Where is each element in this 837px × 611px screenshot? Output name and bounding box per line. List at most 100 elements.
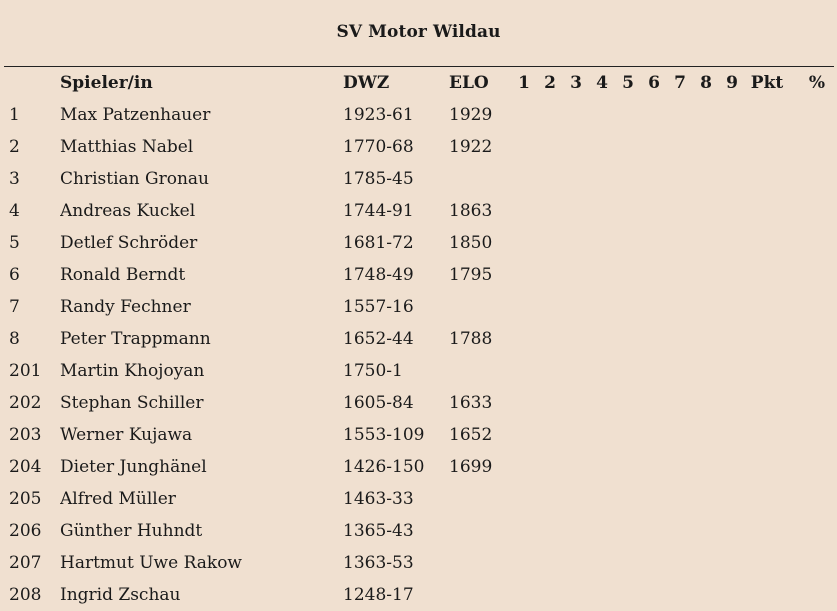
- player-number: 3: [9, 169, 20, 189]
- round-9-result: [719, 323, 745, 355]
- player-name: Alfred Müller: [60, 489, 176, 509]
- player-name: Randy Fechner: [60, 297, 191, 317]
- player-elo: 1929: [449, 105, 493, 125]
- round-2-result: [537, 355, 563, 387]
- round-7-result: [667, 163, 693, 195]
- player-elo: 1652: [449, 425, 493, 445]
- round-8-result: [693, 227, 719, 259]
- round-3-result: [563, 579, 589, 611]
- round-4-result: [589, 483, 615, 515]
- player-elo: [449, 163, 511, 195]
- round-7-result: [667, 291, 693, 323]
- player-number: 8: [9, 329, 20, 349]
- round-1-result: [511, 163, 537, 195]
- player-dwz: 1770-68: [343, 137, 414, 157]
- round-9-result: [719, 387, 745, 419]
- table-row: 5 Detlef Schröder 1681-72 1850: [0, 227, 837, 259]
- round-7-result: [667, 515, 693, 547]
- header-points: Pkt: [750, 73, 784, 93]
- round-2-result: [537, 323, 563, 355]
- header-round-3: 3: [570, 73, 582, 93]
- table-row: 8 Peter Trappmann 1652-44 1788: [0, 323, 837, 355]
- round-6-result: [641, 227, 667, 259]
- player-points: [745, 419, 789, 451]
- round-4-result: [589, 419, 615, 451]
- round-5-result: [615, 291, 641, 323]
- round-5-result: [615, 515, 641, 547]
- header-nr: [0, 67, 60, 99]
- table-header-row: Spieler/in DWZ ELO 1 2 3 4 5 6 7 8 9 Pkt…: [0, 67, 837, 99]
- player-points: [745, 355, 789, 387]
- round-6-result: [641, 163, 667, 195]
- player-elo: 1633: [449, 393, 493, 413]
- round-8-result: [693, 483, 719, 515]
- header-round-5: 5: [622, 73, 634, 93]
- player-number: 205: [9, 489, 42, 509]
- round-2-result: [537, 387, 563, 419]
- player-number: 203: [9, 425, 42, 445]
- table-row: 2 Matthias Nabel 1770-68 1922: [0, 131, 837, 163]
- player-dwz: 1605-84: [343, 393, 414, 413]
- player-number: 206: [9, 521, 42, 541]
- round-9-result: [719, 515, 745, 547]
- round-6-result: [641, 99, 667, 131]
- header-round-7: 7: [674, 73, 686, 93]
- round-7-result: [667, 323, 693, 355]
- round-4-result: [589, 515, 615, 547]
- player-name: Ingrid Zschau: [60, 585, 181, 605]
- player-name: Andreas Kuckel: [60, 201, 196, 221]
- player-name: Max Patzenhauer: [60, 105, 211, 125]
- player-percent: [789, 99, 837, 131]
- round-4-result: [589, 387, 615, 419]
- round-8-result: [693, 323, 719, 355]
- round-8-result: [693, 515, 719, 547]
- round-4-result: [589, 291, 615, 323]
- round-7-result: [667, 387, 693, 419]
- round-4-result: [589, 451, 615, 483]
- round-5-result: [615, 419, 641, 451]
- player-number: 201: [9, 361, 42, 381]
- player-percent: [789, 515, 837, 547]
- player-number: 4: [9, 201, 20, 221]
- round-2-result: [537, 419, 563, 451]
- round-3-result: [563, 195, 589, 227]
- round-6-result: [641, 515, 667, 547]
- player-dwz: 1750-1: [343, 361, 403, 381]
- round-4-result: [589, 131, 615, 163]
- round-1-result: [511, 387, 537, 419]
- player-percent: [789, 323, 837, 355]
- round-5-result: [615, 355, 641, 387]
- header-round-4: 4: [596, 73, 608, 93]
- round-1-result: [511, 355, 537, 387]
- round-2-result: [537, 195, 563, 227]
- round-9-result: [719, 579, 745, 611]
- round-3-result: [563, 291, 589, 323]
- round-6-result: [641, 291, 667, 323]
- round-1-result: [511, 515, 537, 547]
- round-5-result: [615, 547, 641, 579]
- round-4-result: [589, 323, 615, 355]
- table-row: 203 Werner Kujawa 1553-109 1652: [0, 419, 837, 451]
- player-elo: [449, 515, 511, 547]
- round-5-result: [615, 131, 641, 163]
- round-3-result: [563, 451, 589, 483]
- round-5-result: [615, 195, 641, 227]
- header-round-1: 1: [518, 73, 530, 93]
- table-row: 1 Max Patzenhauer 1923-61 1929: [0, 99, 837, 131]
- round-9-result: [719, 419, 745, 451]
- round-9-result: [719, 259, 745, 291]
- round-6-result: [641, 451, 667, 483]
- player-elo: [449, 291, 511, 323]
- round-8-result: [693, 259, 719, 291]
- round-6-result: [641, 579, 667, 611]
- player-points: [745, 387, 789, 419]
- header-percent: %: [808, 73, 826, 93]
- round-4-result: [589, 99, 615, 131]
- player-name: Peter Trappmann: [60, 329, 211, 349]
- round-5-result: [615, 451, 641, 483]
- round-4-result: [589, 195, 615, 227]
- round-7-result: [667, 419, 693, 451]
- player-points: [745, 323, 789, 355]
- round-9-result: [719, 291, 745, 323]
- round-2-result: [537, 451, 563, 483]
